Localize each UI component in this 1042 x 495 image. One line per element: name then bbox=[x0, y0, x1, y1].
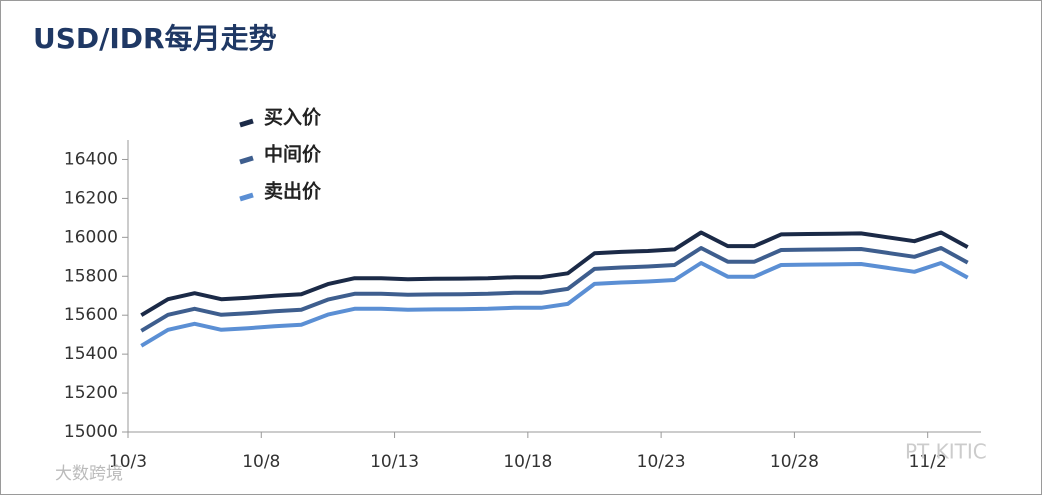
chart-title: USD/IDR每月走势 bbox=[33, 22, 277, 55]
x-tick-label: 10/13 bbox=[370, 452, 419, 472]
legend-marker bbox=[239, 192, 254, 202]
watermark: PT KITIC bbox=[905, 440, 987, 464]
legend-label: 卖出价 bbox=[264, 180, 322, 203]
series-line bbox=[140, 261, 969, 348]
watermark: 大数跨境 bbox=[55, 464, 123, 484]
y-tick-label: 15600 bbox=[64, 305, 118, 325]
x-tick-label: 10/3 bbox=[109, 452, 147, 472]
y-tick-label: 15800 bbox=[64, 266, 118, 286]
legend-label: 中间价 bbox=[264, 143, 322, 166]
x-tick-label: 11/2 bbox=[909, 452, 947, 472]
legend-marker bbox=[239, 118, 254, 128]
y-tick-label: 15400 bbox=[64, 344, 118, 364]
y-tick-label: 15200 bbox=[64, 383, 118, 403]
y-tick-label: 15000 bbox=[64, 422, 118, 442]
y-tick-label: 16200 bbox=[64, 188, 118, 208]
x-tick-label: 10/8 bbox=[242, 452, 280, 472]
x-tick-label: 10/23 bbox=[637, 452, 686, 472]
y-tick-label: 16400 bbox=[64, 149, 118, 169]
legend-marker bbox=[239, 155, 254, 165]
series-line bbox=[140, 246, 969, 333]
x-tick-label: 10/18 bbox=[503, 452, 552, 472]
x-tick-label: 10/28 bbox=[770, 452, 819, 472]
legend-label: 买入价 bbox=[264, 107, 322, 129]
y-tick-label: 16000 bbox=[64, 227, 118, 247]
series-line bbox=[140, 230, 969, 317]
